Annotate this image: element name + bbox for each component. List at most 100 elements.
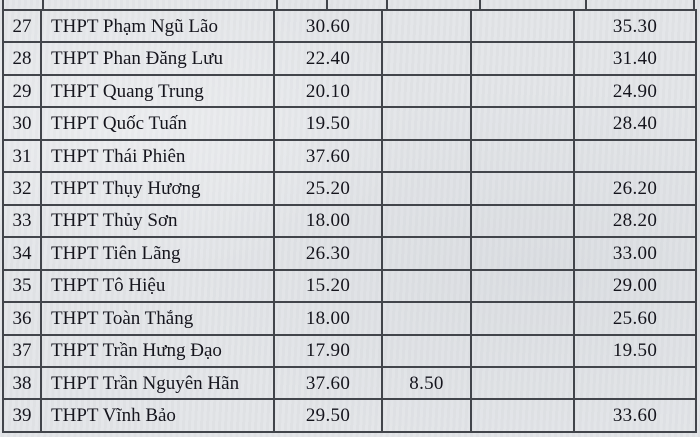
score-1-cell: 15.20 [273, 268, 383, 304]
score-3-cell [470, 398, 575, 433]
score-4-cell [573, 365, 697, 401]
row-number-cell: 28 [2, 41, 42, 76]
table-row: 30 THPT Quốc Tuấn 19.50 28.40 [2, 106, 697, 141]
score-3-cell [470, 203, 575, 239]
grid-line [386, 0, 388, 9]
table-row: 35 THPT Tô Hiệu 15.20 29.00 [2, 268, 697, 304]
school-name-cell: THPT Quốc Tuấn [40, 106, 275, 141]
score-2-cell [381, 106, 472, 141]
grid-line [693, 0, 695, 9]
score-table-body: 27 THPT Phạm Ngũ Lão 30.60 35.30 28 THPT Phan… [2, 8, 697, 433]
row-number-cell: 27 [2, 8, 42, 44]
score-4-cell: 26.20 [573, 171, 697, 206]
score-1-cell: 37.60 [273, 365, 383, 401]
score-1-cell: 26.30 [273, 236, 383, 271]
table-row: 34 THPT Tiên Lãng 26.30 33.00 [2, 236, 697, 271]
score-2-cell [381, 73, 472, 109]
row-number-cell: 37 [2, 333, 42, 368]
row-number-cell: 36 [2, 301, 42, 336]
score-4-cell: 28.40 [573, 106, 697, 141]
score-3-cell [470, 8, 575, 44]
school-name-cell: THPT Toàn Thắng [40, 301, 275, 336]
score-1-cell: 18.00 [273, 301, 383, 336]
table-row: 29 THPT Quang Trung 20.10 24.90 [2, 73, 697, 109]
grid-line [2, 0, 4, 9]
table-row: 33 THPT Thủy Sơn 18.00 28.20 [2, 203, 697, 239]
score-1-cell: 30.60 [273, 8, 383, 44]
score-4-cell: 29.00 [573, 268, 697, 304]
school-name-cell: THPT Trần Nguyên Hãn [40, 365, 275, 401]
score-2-cell [381, 171, 472, 206]
score-3-cell [470, 73, 575, 109]
score-3-cell [470, 171, 575, 206]
score-1-cell: 22.40 [273, 41, 383, 76]
grid-line [585, 0, 587, 9]
school-name-cell: THPT Tiên Lãng [40, 236, 275, 271]
school-name-cell: THPT Thụy Hương [40, 171, 275, 206]
school-name-cell: THPT Vĩnh Bảo [40, 398, 275, 433]
score-2-cell [381, 268, 472, 304]
table-row: 28 THPT Phan Đăng Lưu 22.40 31.40 [2, 41, 697, 76]
school-name-cell: THPT Thủy Sơn [40, 203, 275, 239]
score-4-cell: 24.90 [573, 73, 697, 109]
row-number-cell: 39 [2, 398, 42, 433]
score-4-cell: 19.50 [573, 333, 697, 368]
score-4-cell: 33.00 [573, 236, 697, 271]
score-3-cell [470, 301, 575, 336]
score-4-cell [573, 138, 697, 174]
score-4-cell: 31.40 [573, 41, 697, 76]
row-number-cell: 29 [2, 73, 42, 109]
score-2-cell [381, 398, 472, 433]
school-name-cell: THPT Tô Hiệu [40, 268, 275, 304]
row-number-cell: 34 [2, 236, 42, 271]
score-2-cell [381, 138, 472, 174]
school-name-cell: THPT Quang Trung [40, 73, 275, 109]
table-row: 32 THPT Thụy Hương 25.20 26.20 [2, 171, 697, 206]
score-2-cell [381, 333, 472, 368]
score-3-cell [470, 268, 575, 304]
table-row: 36 THPT Toàn Thắng 18.00 25.60 [2, 301, 697, 336]
score-1-cell: 25.20 [273, 171, 383, 206]
table-row: 31 THPT Thái Phiên 37.60 [2, 138, 697, 174]
partial-row-above [2, 0, 695, 9]
school-name-cell: THPT Phạm Ngũ Lão [40, 8, 275, 44]
row-number-cell: 35 [2, 268, 42, 304]
score-1-cell: 37.60 [273, 138, 383, 174]
table-row: 27 THPT Phạm Ngũ Lão 30.60 35.30 [2, 8, 697, 44]
table-row: 39 THPT Vĩnh Bảo 29.50 33.60 [2, 398, 697, 433]
score-4-cell: 25.60 [573, 301, 697, 336]
score-4-cell: 28.20 [573, 203, 697, 239]
score-1-cell: 18.00 [273, 203, 383, 239]
grid-line [276, 0, 278, 9]
score-3-cell [470, 41, 575, 76]
score-1-cell: 20.10 [273, 73, 383, 109]
score-3-cell [470, 106, 575, 141]
score-2-cell [381, 203, 472, 239]
score-2-cell [381, 41, 472, 76]
row-number-cell: 33 [2, 203, 42, 239]
grid-line [326, 0, 328, 9]
score-3-cell [470, 333, 575, 368]
row-number-cell: 31 [2, 138, 42, 174]
score-3-cell [470, 365, 575, 401]
row-number-cell: 38 [2, 365, 42, 401]
score-2-cell [381, 236, 472, 271]
score-2-cell [381, 301, 472, 336]
school-name-cell: THPT Phan Đăng Lưu [40, 41, 275, 76]
score-4-cell: 33.60 [573, 398, 697, 433]
table-row: 37 THPT Trần Hưng Đạo 17.90 19.50 [2, 333, 697, 368]
score-table: 27 THPT Phạm Ngũ Lão 30.60 35.30 28 THPT Phan… [2, 8, 697, 433]
score-3-cell [470, 236, 575, 271]
row-number-cell: 30 [2, 106, 42, 141]
grid-line [42, 0, 44, 9]
row-number-cell: 32 [2, 171, 42, 206]
score-2-cell: 8.50 [381, 365, 472, 401]
score-1-cell: 17.90 [273, 333, 383, 368]
score-4-cell: 35.30 [573, 8, 697, 44]
score-1-cell: 29.50 [273, 398, 383, 433]
score-2-cell [381, 8, 472, 44]
school-name-cell: THPT Trần Hưng Đạo [40, 333, 275, 368]
score-3-cell [470, 138, 575, 174]
grid-line [479, 0, 481, 9]
school-name-cell: THPT Thái Phiên [40, 138, 275, 174]
